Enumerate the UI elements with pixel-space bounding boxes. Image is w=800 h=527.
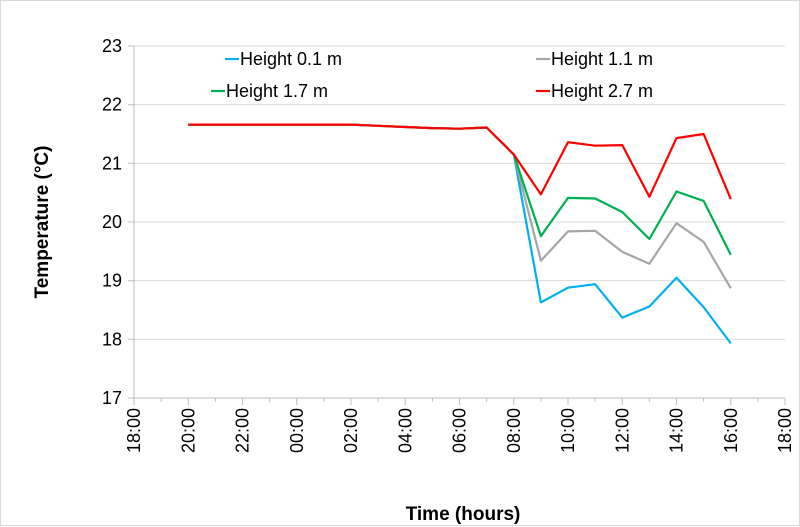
y-tick-label: 17 <box>102 388 122 408</box>
x-tick-label: 18:00 <box>775 408 795 453</box>
series-line-height-0-1-m <box>188 123 732 345</box>
legend: Height 0.1 m Height 1.1 m Height 1.7 m Heig… <box>211 49 653 101</box>
x-tick-label: 00:00 <box>287 408 307 453</box>
series-line-height-1-7-m <box>188 123 732 256</box>
series-line-height-1-1-m <box>188 123 732 289</box>
x-tick-label: 20:00 <box>178 408 198 453</box>
x-tick-label: 10:00 <box>558 408 578 453</box>
y-tick-label: 19 <box>102 271 122 291</box>
y-tick-label: 23 <box>102 36 122 56</box>
x-tick-label: 02:00 <box>341 408 361 453</box>
x-tick-label: 16:00 <box>721 408 741 453</box>
series-line-height-2-7-m <box>188 123 732 200</box>
legend-label: Height 2.7 m <box>551 81 653 101</box>
y-tick-label: 22 <box>102 95 122 115</box>
x-axis-title: Time (hours) <box>406 504 521 525</box>
x-tick-label: 22:00 <box>233 408 253 453</box>
gridlines <box>128 45 785 399</box>
x-tick-labels: 18:00 20:00 22:00 00:00 02:00 04:00 06:00 08:00… <box>124 408 795 453</box>
legend-label: Height 1.7 m <box>226 81 328 101</box>
y-axis-title: Temperature (°C) <box>32 146 53 299</box>
x-tick-label: 12:00 <box>612 408 632 453</box>
x-tick-label: 18:00 <box>124 408 144 453</box>
axes <box>133 46 786 405</box>
x-tick-label: 14:00 <box>667 408 687 453</box>
legend-label: Height 0.1 m <box>240 49 342 69</box>
legend-label: Height 1.1 m <box>551 49 653 69</box>
y-tick-labels: 17 18 19 20 21 22 23 <box>102 36 122 408</box>
y-tick-label: 18 <box>102 329 122 349</box>
x-tick-label: 08:00 <box>504 408 524 453</box>
x-tick-label: 06:00 <box>450 408 470 453</box>
y-tick-label: 20 <box>102 212 122 232</box>
y-tick-label: 21 <box>102 153 122 173</box>
series-lines <box>188 123 732 345</box>
x-tick-label: 04:00 <box>395 408 415 453</box>
